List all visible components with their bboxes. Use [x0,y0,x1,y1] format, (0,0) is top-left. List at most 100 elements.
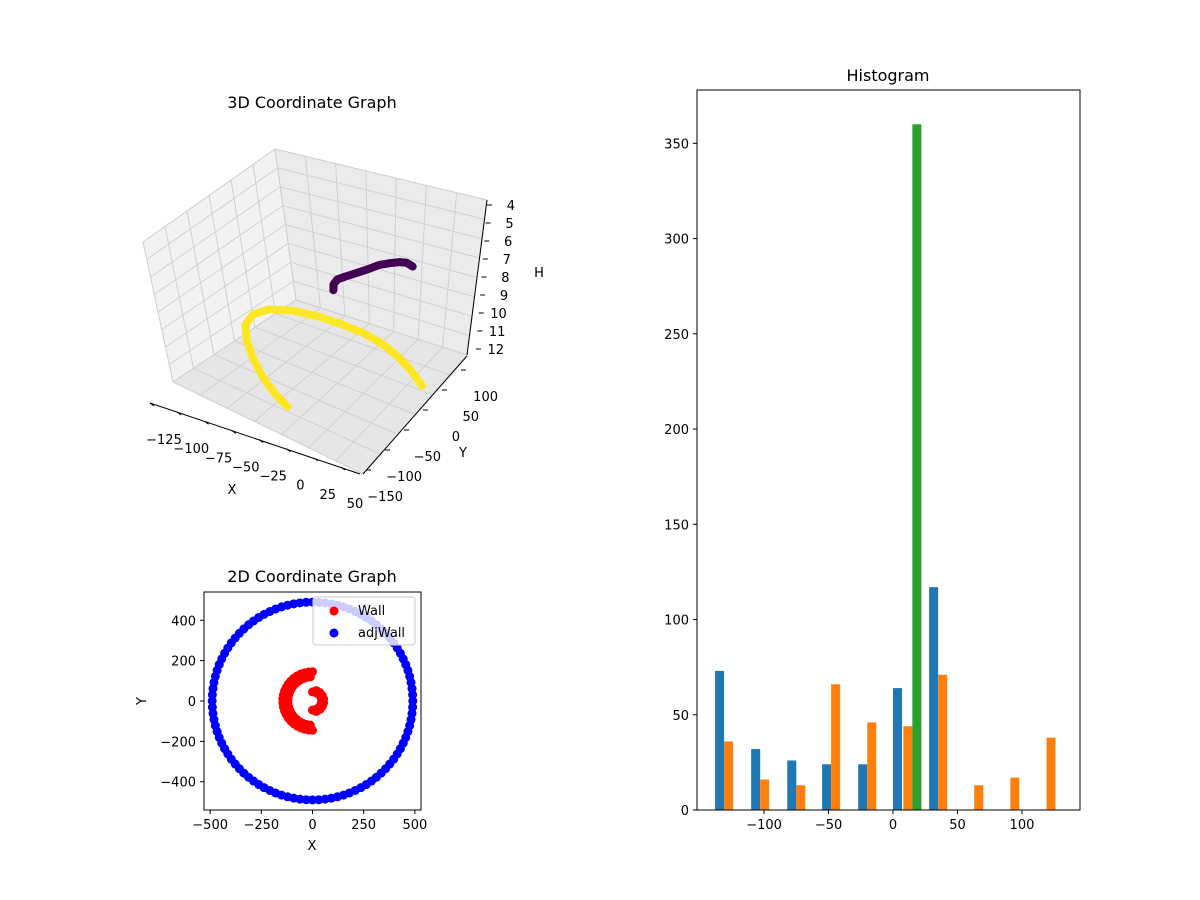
x-tick-label: −50 [232,460,259,475]
histogram-bars [715,124,1056,811]
x-tick-label: −500 [192,818,228,833]
z-tick-label: 8 [501,271,509,286]
y-tick-label: 0 [452,430,460,445]
histogram-bar [974,785,984,810]
x-tick-label: 0 [308,818,316,833]
panel-2d-coordinate-graph: 2D Coordinate Graph −500 −250 0 250 500 −400… [135,567,427,854]
x-axis-label-2d: X [308,839,317,854]
grid-line [142,148,488,243]
y-tick-label: 50 [462,410,479,425]
histogram-bar [1046,737,1056,810]
y-tick-label: −50 [414,450,441,465]
y-tick-label: −100 [386,470,422,485]
y-tick-label: 100 [664,614,689,629]
histogram-bar [822,764,832,810]
x-tick-label: −50 [815,818,842,833]
adjwall-point [308,795,317,805]
grid-line [275,313,450,376]
x-tick-label: 0 [296,479,304,494]
panel-3d-coordinate-graph: 3D Coordinate Graph −125−100−75−50−25025… [142,93,544,512]
legend-label-adjwall: adjWall [358,626,405,641]
histogram-bar [903,726,913,810]
histogram-bar [796,785,806,810]
y-axis-line [362,355,468,475]
adjwall-point [301,795,311,805]
histogram-bar [724,741,734,810]
x-tick-label: −75 [205,451,232,466]
x-tick-label: 500 [402,818,427,833]
x-tick-label: 0 [889,818,897,833]
x-tick-mark [149,402,155,407]
y-tick-label: −400 [160,776,196,791]
y-tick-label: 0 [188,695,196,710]
grid-line [168,280,470,365]
x-tick-label: 50 [347,497,364,512]
grid-line [146,167,485,260]
x-tick-label: 50 [949,818,966,833]
y-tick-label: 50 [672,709,689,724]
grid-line [150,186,483,278]
histogram-bar [858,764,868,810]
y-ticks-2d: −400 −200 0 200 400 [160,614,204,791]
legend-marker-wall [329,606,339,616]
legend-2d: Wall adjWall [312,596,416,646]
point-3d [283,402,292,411]
x-tick-mark [313,457,319,462]
panel-histogram: Histogram −100 −50 0 50 100 0 50 100 150 200 250 3… [664,66,1081,833]
grid-line [254,326,433,396]
grid-line [172,381,364,475]
histogram-bar [1010,777,1020,810]
series-3d [241,258,427,411]
z-axis-label-3d: H [534,266,544,281]
histogram-title: Histogram [847,66,930,85]
histogram-bar [912,124,922,811]
y-tick-label: 100 [473,390,498,405]
histogram-bar [751,749,761,810]
x-tick-mark [340,466,346,471]
y-tick-label: 200 [171,655,196,670]
grid-line [234,340,416,415]
x-tick-mark [286,448,291,453]
panel-2d-title: 2D Coordinate Graph [227,567,396,586]
z-axis-line [466,199,488,356]
y-tick-label: 300 [664,233,689,248]
x-tick-label: 250 [351,818,376,833]
x-tick-mark [231,430,237,434]
histogram-bar [867,722,877,810]
histogram-bar [715,670,725,810]
x-tick-label: −25 [259,470,286,485]
z-tick-label: 11 [489,325,506,340]
histogram-bar [938,674,948,810]
x-tick-label: −100 [746,818,782,833]
panel-3d-title: 3D Coordinate Graph [227,93,396,112]
grid-line [157,223,478,313]
x-ticks-3d: −125−100−75−50−25 0 25 50 [146,402,364,512]
histogram-bar [760,779,770,810]
x-ticks-histogram: −100 −50 0 50 100 [746,810,1034,833]
y-axis-label-3d: Y [458,446,467,461]
wall-point [305,720,315,730]
wall-point [311,686,321,696]
y-tick-label: −150 [367,490,403,505]
x-tick-label: 100 [1010,818,1035,833]
grid-line [153,205,480,295]
y-tick-label: 250 [664,328,689,343]
z-tick-label: 7 [503,253,511,268]
x-tick-mark [176,411,182,416]
x-tick-label: −100 [173,442,209,457]
y-axis-label-2d: Y [135,697,150,706]
x-tick-label: −250 [243,818,279,833]
y-tick-label: 150 [664,518,689,533]
z-tick-label: 4 [507,199,515,214]
y-tick-label: 200 [664,423,689,438]
legend-marker-adjwall [329,628,339,638]
z-tick-label: 9 [500,289,508,304]
x-ticks-2d: −500 −250 0 250 500 [192,810,427,833]
x-tick-label: 25 [319,488,336,503]
legend-label-wall: Wall [358,604,385,619]
plot-area-histogram [696,89,1081,811]
grid-line [165,261,473,348]
y-tick-label: 400 [171,614,196,629]
grid-line [172,299,468,383]
